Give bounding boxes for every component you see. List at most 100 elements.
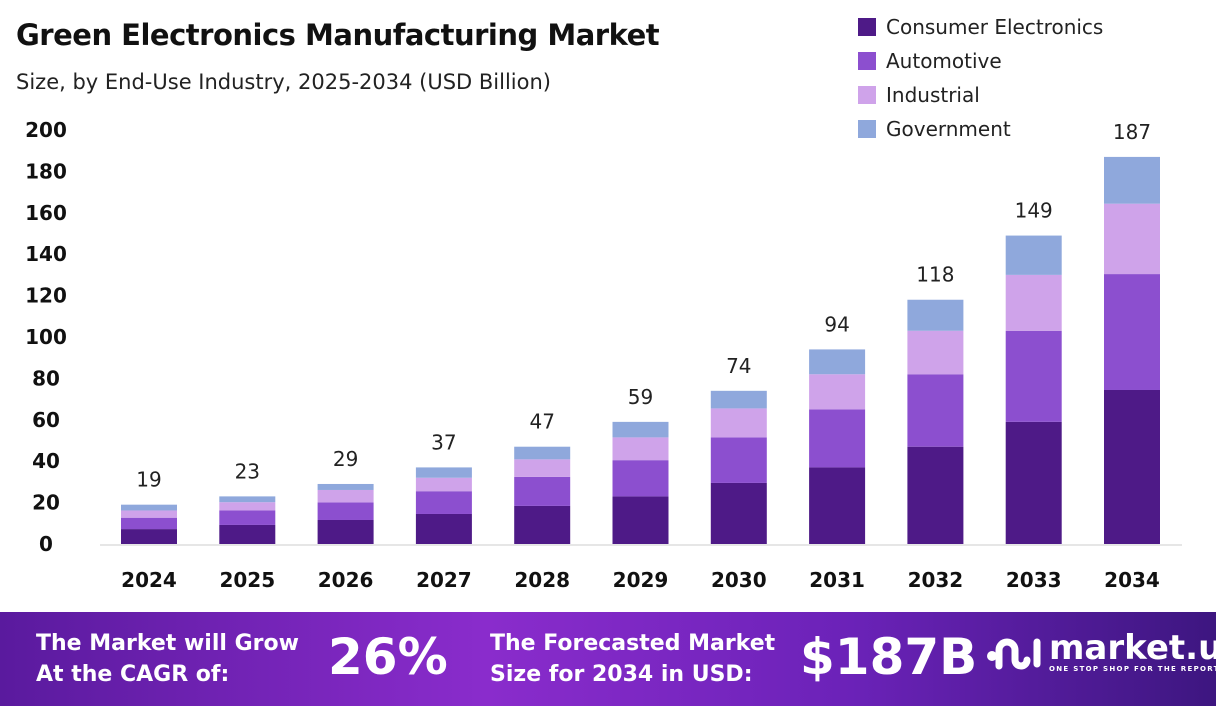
bar-segment: [1005, 274, 1062, 331]
legend-item: Industrial: [858, 78, 1103, 112]
legend-label: Government: [886, 117, 1011, 141]
bar-segment: [809, 409, 866, 468]
bar-segment: [415, 467, 472, 478]
total-label: 94: [824, 312, 849, 336]
legend: Consumer Electronics Automotive Industri…: [858, 10, 1103, 146]
total-label: 118: [916, 263, 954, 287]
total-label: 59: [628, 385, 653, 409]
bar-segment: [907, 330, 964, 375]
bar-segment: [1104, 203, 1160, 275]
legend-swatch: [858, 120, 876, 138]
bar-segment: [1104, 274, 1160, 390]
bar-segment: [219, 510, 276, 525]
cagr-label-line1: The Market will Grow: [36, 631, 299, 656]
bar-segment: [809, 349, 866, 375]
x-tick-label: 2025: [219, 568, 275, 592]
bar-segment: [219, 496, 276, 503]
forecast-value: $187B: [800, 628, 978, 686]
x-tick-label: 2027: [416, 568, 472, 592]
y-tick-label: 60: [32, 408, 60, 432]
bar-segment: [612, 496, 669, 544]
bar-segment: [219, 524, 276, 544]
bar-segment: [514, 505, 571, 544]
x-tick-label: 2029: [613, 568, 669, 592]
bar-segment: [1005, 330, 1062, 422]
x-tick-label: 2030: [711, 568, 767, 592]
total-label: 23: [235, 459, 260, 483]
y-tick-label: 40: [32, 449, 60, 473]
y-tick-label: 140: [25, 242, 67, 266]
chart-subtitle: Size, by End-Use Industry, 2025-2034 (US…: [16, 70, 551, 94]
y-tick-label: 0: [39, 532, 53, 556]
x-tick-label: 2031: [809, 568, 865, 592]
bar-segment: [710, 482, 767, 544]
logo-icon: [987, 638, 1041, 670]
x-tick-label: 2028: [514, 568, 570, 592]
bar-segment: [710, 408, 767, 438]
total-label: 149: [1015, 199, 1053, 223]
x-tick-label: 2026: [318, 568, 374, 592]
bar-segment: [317, 519, 374, 544]
bar-segment: [710, 437, 767, 483]
x-tick-label: 2033: [1006, 568, 1062, 592]
bar-segment: [1005, 235, 1062, 275]
bar-segment: [317, 483, 374, 490]
total-label: 187: [1113, 120, 1151, 144]
total-label: 37: [431, 430, 456, 454]
bar-segment: [121, 510, 177, 518]
bar-segment: [514, 459, 571, 477]
legend-swatch: [858, 86, 876, 104]
bar-segment: [121, 529, 177, 544]
bar-segment: [121, 517, 177, 530]
bar-segment: [907, 299, 964, 331]
cagr-label: The Market will Grow At the CAGR of:: [36, 628, 299, 690]
y-tick-label: 200: [25, 118, 67, 142]
chart-plot: 0 20 40 60 80 100 120 140 160 180 200 19 2024 23 2025 2…: [25, 118, 1182, 592]
bar-segment: [121, 504, 177, 511]
y-tick-label: 80: [32, 366, 60, 390]
bar-segment: [317, 489, 374, 503]
cagr-label-line2: At the CAGR of:: [36, 662, 230, 687]
logo-text: market.us: [1049, 628, 1216, 668]
chart-title: Green Electronics Manufacturing Market: [16, 18, 660, 52]
total-label: 74: [726, 354, 751, 378]
forecast-label: The Forecasted Market Size for 2034 in US…: [490, 628, 775, 690]
x-tick-label: 2034: [1104, 568, 1160, 592]
bar-segment: [1104, 156, 1160, 204]
bar-segment: [1104, 389, 1160, 544]
forecast-label-line1: The Forecasted Market: [490, 631, 776, 656]
cagr-value: 26%: [328, 628, 448, 686]
logo-tagline: ONE STOP SHOP FOR THE REPORTS: [1049, 665, 1216, 673]
legend-label: Consumer Electronics: [886, 15, 1104, 39]
bar-segment: [415, 477, 472, 492]
total-label: 47: [529, 410, 554, 434]
bar-segment: [514, 476, 571, 506]
bar-segment: [612, 460, 669, 497]
bar-segment: [809, 467, 866, 544]
y-tick-label: 100: [25, 325, 67, 349]
bar-segment: [907, 374, 964, 447]
bar-segment: [514, 446, 571, 460]
footer-banner: The Market will Grow At the CAGR of: 26% …: [0, 612, 1216, 706]
bar-segment: [415, 513, 472, 544]
bar-segment: [219, 502, 276, 511]
x-tick-label: 2024: [121, 568, 177, 592]
bar-segment: [907, 446, 964, 544]
total-label: 19: [136, 468, 161, 492]
y-tick-label: 120: [25, 284, 67, 308]
y-tick-label: 180: [25, 159, 67, 183]
legend-label: Industrial: [886, 83, 980, 107]
market-us-logo: market.us ONE STOP SHOP FOR THE REPORTS: [985, 630, 1216, 674]
legend-item: Automotive: [858, 44, 1103, 78]
bar-segment: [1005, 421, 1062, 544]
legend-item: Government: [858, 112, 1103, 146]
y-tick-label: 20: [32, 491, 60, 515]
legend-label: Automotive: [886, 49, 1002, 73]
legend-swatch: [858, 52, 876, 70]
total-label: 29: [333, 447, 358, 471]
y-tick-label: 160: [25, 201, 67, 225]
legend-swatch: [858, 18, 876, 36]
x-tick-label: 2032: [908, 568, 964, 592]
bar-segment: [710, 390, 767, 409]
bar-segment: [317, 502, 374, 520]
